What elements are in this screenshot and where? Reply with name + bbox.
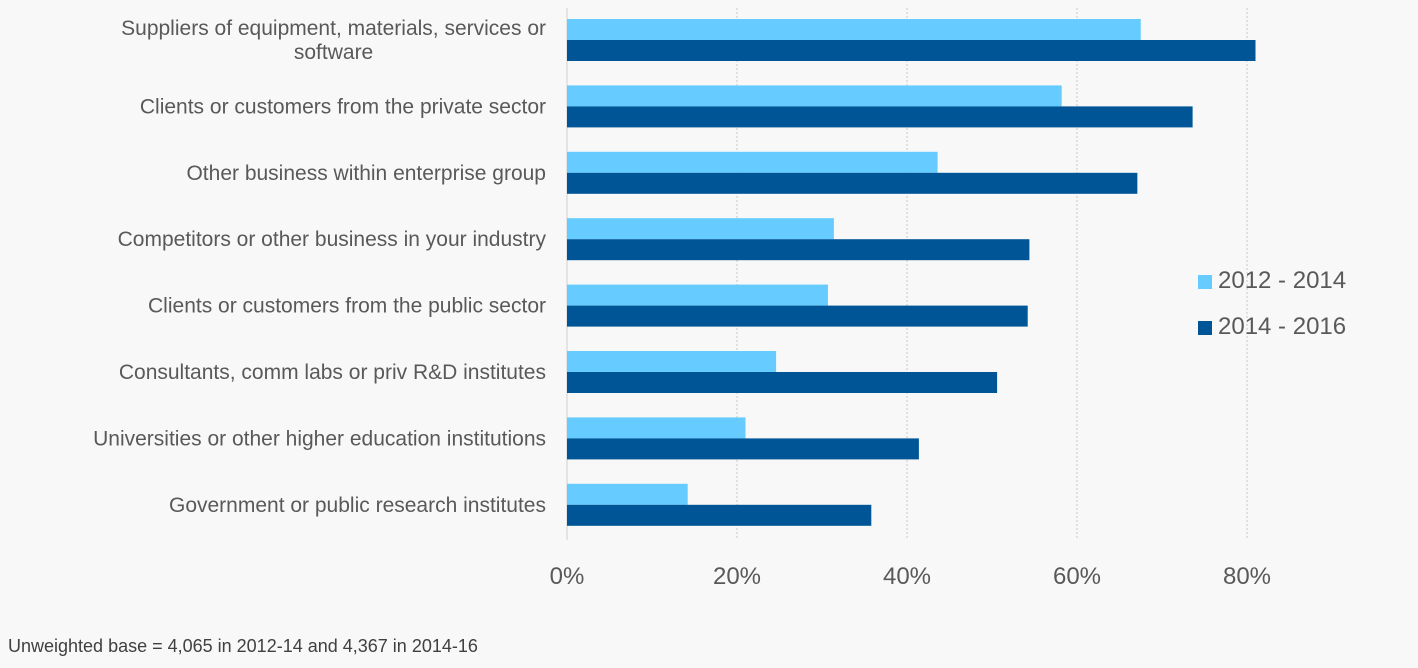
bar-series1: [567, 483, 688, 505]
bar-series2: [567, 504, 872, 526]
category-label: Consultants, comm labs or priv R&D insti…: [119, 361, 546, 384]
category-label: Competitors or other business in your in…: [118, 228, 547, 251]
bar-chart: Suppliers of equipment, materials, servi…: [93, 8, 1346, 590]
x-tick-label: 20%: [713, 563, 761, 590]
bar-series1: [567, 417, 746, 439]
bar-series2: [567, 40, 1256, 61]
bar-series2: [567, 106, 1193, 128]
legend-label: 2012 - 2014: [1218, 267, 1346, 294]
category-label: Universities or other higher education i…: [93, 427, 546, 450]
bar-series2: [567, 239, 1030, 261]
category-label: Suppliers of equipment, materials, servi…: [121, 17, 546, 64]
bar-series1: [567, 85, 1062, 107]
bar-series1: [567, 284, 828, 306]
bar-series2: [567, 438, 919, 460]
category-label: Other business within enterprise group: [186, 162, 546, 185]
category-label: Clients or customers from the public sec…: [148, 295, 546, 318]
legend-swatch: [1198, 275, 1212, 289]
category-label: Clients or customers from the private se…: [140, 95, 546, 118]
footnote: Unweighted base = 4,065 in 2012-14 and 4…: [8, 636, 478, 656]
legend-swatch: [1198, 321, 1212, 335]
x-tick-label: 80%: [1223, 563, 1271, 590]
bar-series2: [567, 372, 998, 393]
bar-series1: [567, 19, 1141, 40]
bar-series2: [567, 172, 1138, 194]
bar-series1: [567, 351, 777, 372]
x-tick-label: 40%: [883, 563, 931, 590]
category-label: Government or public research institutes: [169, 494, 546, 517]
bar-series2: [567, 305, 1028, 327]
x-tick-label: 0%: [550, 563, 585, 590]
bar-series1: [567, 151, 938, 173]
legend-label: 2014 - 2016: [1218, 313, 1346, 340]
bar-series1: [567, 218, 834, 240]
x-tick-label: 60%: [1053, 563, 1101, 590]
